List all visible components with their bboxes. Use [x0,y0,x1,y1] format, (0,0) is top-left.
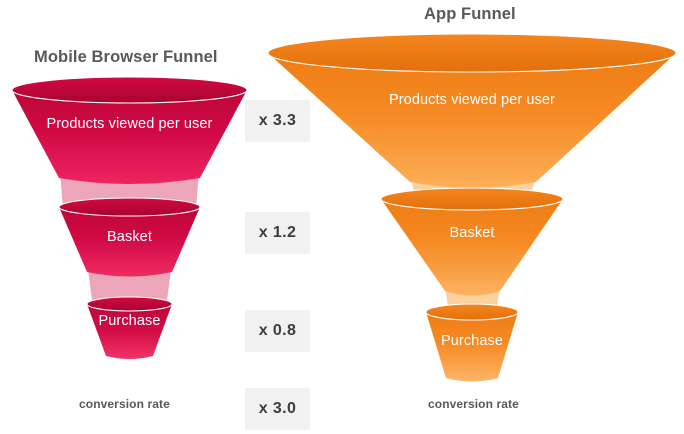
rim-purchase [87,297,172,311]
multiplier-badge-products-viewed[interactable]: x 3.3 [245,100,310,142]
cone-products-viewed [12,90,247,184]
app-funnel-graphic [267,33,677,382]
app-rim-outline-products-viewed [267,33,677,73]
app-funnel-title: App Funnel [424,5,516,23]
cone-basket [59,207,200,277]
app-cone-products-viewed [268,53,676,188]
app-rim-outline-basket [380,187,564,211]
mobile-browser-funnel-title: Mobile Browser Funnel [34,48,218,66]
app-stage-label-basket: Basket [449,225,495,241]
multiplier-badge-conversion-rate[interactable]: x 3.0 [245,388,310,430]
rim-basket [59,198,200,216]
app-rim-purchase [426,304,518,320]
rim-outline-basket [58,197,201,217]
app-stage-label-products-viewed: Products viewed per user [388,92,555,108]
app-stage-label-purchase: Purchase [440,333,504,349]
multiplier-badge-purchase[interactable]: x 0.8 [245,310,310,352]
app-cone-basket [381,199,563,296]
app-rim-products-viewed [268,34,676,72]
rim-outline-purchase [86,296,173,312]
mobile-stage-label-purchase: Purchase [98,313,161,329]
mobile-stage-label-basket: Basket [107,229,152,245]
app-cone-purchase [426,312,518,382]
cone-purchase [87,304,172,359]
app-rim-outline-purchase [425,303,519,321]
mobile-stage-label-products-viewed: Products viewed per user [46,116,213,132]
mobile-conversion-rate-label: conversion rate [79,397,170,411]
rim-outline-products-viewed [11,76,248,104]
multiplier-badge-basket[interactable]: x 1.2 [245,212,310,254]
app-rim-basket [381,188,563,210]
app-conversion-rate-label: conversion rate [428,397,519,411]
mobile-browser-funnel-graphic [11,76,248,359]
rim-products-viewed [12,77,247,103]
